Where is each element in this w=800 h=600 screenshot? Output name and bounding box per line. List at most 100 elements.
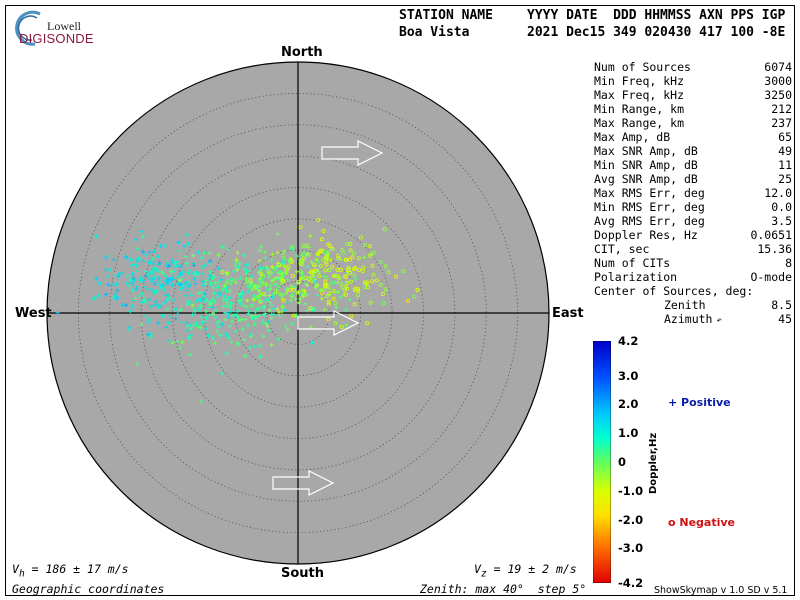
source-point-positive xyxy=(269,258,274,263)
source-point-positive xyxy=(163,325,168,330)
stat-row-num-cits: Num of CITs 8 xyxy=(594,256,792,270)
source-point-positive xyxy=(224,285,229,290)
source-point-positive xyxy=(218,291,223,296)
source-point-positive xyxy=(238,301,243,306)
source-point-positive xyxy=(213,280,218,285)
source-point-positive xyxy=(201,264,206,269)
source-point-positive xyxy=(143,269,148,274)
source-point-positive xyxy=(217,279,222,284)
source-point-positive xyxy=(225,334,230,339)
logo-lowell-text: Lowell xyxy=(47,19,81,33)
source-point-positive xyxy=(263,256,268,261)
source-point-negative xyxy=(302,256,307,261)
source-point-positive xyxy=(145,286,150,291)
source-point-negative xyxy=(370,263,375,268)
source-point-positive xyxy=(125,255,130,260)
source-point-positive xyxy=(125,281,130,286)
source-point-positive xyxy=(133,296,138,301)
source-point-positive xyxy=(188,323,193,328)
source-point-positive xyxy=(150,270,155,275)
source-point-positive xyxy=(140,291,145,296)
source-point-positive xyxy=(225,278,230,283)
source-point-positive xyxy=(175,274,180,279)
source-point-positive xyxy=(278,291,283,296)
source-point-negative xyxy=(365,321,370,326)
source-point-negative xyxy=(326,291,332,296)
colorbar-title: Doppler,Hz xyxy=(648,432,659,494)
source-point-positive xyxy=(210,276,215,281)
stat-row-cit: CIT, sec 15.36 xyxy=(594,242,792,256)
source-point-positive xyxy=(210,335,215,340)
source-point-positive xyxy=(131,298,136,303)
source-point-positive xyxy=(207,302,212,307)
velocity-arrow xyxy=(321,140,384,166)
source-point-positive xyxy=(200,320,205,325)
source-point-positive xyxy=(198,303,203,308)
source-point-positive xyxy=(267,293,272,298)
source-point-negative xyxy=(321,258,326,263)
source-point-positive xyxy=(305,308,310,313)
source-point-positive xyxy=(117,271,122,276)
source-point-positive xyxy=(260,266,265,271)
source-point-positive xyxy=(269,316,274,321)
source-point-positive xyxy=(230,278,235,283)
source-point-positive xyxy=(252,297,257,302)
source-point-positive xyxy=(220,244,225,249)
source-point-negative xyxy=(350,255,355,260)
source-point-positive xyxy=(257,288,262,293)
source-point-positive xyxy=(154,267,159,272)
source-point-positive xyxy=(186,241,191,246)
source-point-positive xyxy=(229,340,234,345)
stat-row-max-amp: Max Amp, dB 65 xyxy=(594,130,792,144)
source-point-positive xyxy=(250,274,255,279)
source-point-positive xyxy=(222,294,227,299)
source-point-negative xyxy=(306,252,311,257)
source-point-positive xyxy=(250,287,255,292)
source-point-positive xyxy=(159,285,164,290)
source-point-positive xyxy=(311,273,316,278)
source-point-positive xyxy=(264,321,269,326)
source-point-positive xyxy=(192,276,197,281)
source-point-positive xyxy=(218,333,223,338)
source-point-negative xyxy=(316,218,321,223)
source-point-positive xyxy=(246,311,251,316)
source-point-positive xyxy=(282,249,287,254)
source-point-positive xyxy=(300,274,305,279)
source-point-positive xyxy=(233,280,238,285)
source-point-negative xyxy=(324,294,329,299)
compass-west: West xyxy=(15,306,52,321)
source-point-positive xyxy=(278,275,283,280)
source-point-positive xyxy=(209,283,214,288)
source-point-negative xyxy=(386,270,391,275)
colorbar-tick: -2.0 xyxy=(618,512,644,527)
source-point-positive xyxy=(156,254,161,259)
source-point-negative xyxy=(365,285,370,290)
source-point-negative xyxy=(298,224,303,230)
source-point-positive xyxy=(336,289,341,294)
stat-row-min-rms: Min RMS Err, deg 0.0 xyxy=(594,200,792,214)
source-point-negative xyxy=(380,291,385,297)
source-point-negative xyxy=(312,262,317,268)
source-point-negative xyxy=(381,301,386,306)
source-point-negative xyxy=(336,256,341,261)
stat-row-sources: Num of Sources 6074 xyxy=(594,60,792,74)
source-point-positive xyxy=(167,314,172,319)
source-point-positive xyxy=(112,292,117,297)
source-point-positive xyxy=(167,338,172,343)
source-point-positive xyxy=(164,298,169,303)
source-point-negative xyxy=(368,253,373,258)
source-point-negative xyxy=(356,256,361,261)
source-point-positive xyxy=(224,280,229,285)
source-point-positive xyxy=(285,300,290,305)
source-point-positive xyxy=(196,291,201,296)
source-point-positive xyxy=(202,294,207,299)
source-point-positive xyxy=(190,303,195,308)
source-point-positive xyxy=(201,279,206,284)
source-point-positive xyxy=(191,263,196,268)
colorbar-tick: 4.2 xyxy=(618,334,639,348)
source-point-positive xyxy=(186,300,191,305)
source-point-positive xyxy=(165,307,170,312)
software-version: ShowSkymap v 1.0 SD v 5.1 xyxy=(654,585,788,596)
source-point-positive xyxy=(198,298,203,303)
source-point-negative xyxy=(348,241,353,247)
